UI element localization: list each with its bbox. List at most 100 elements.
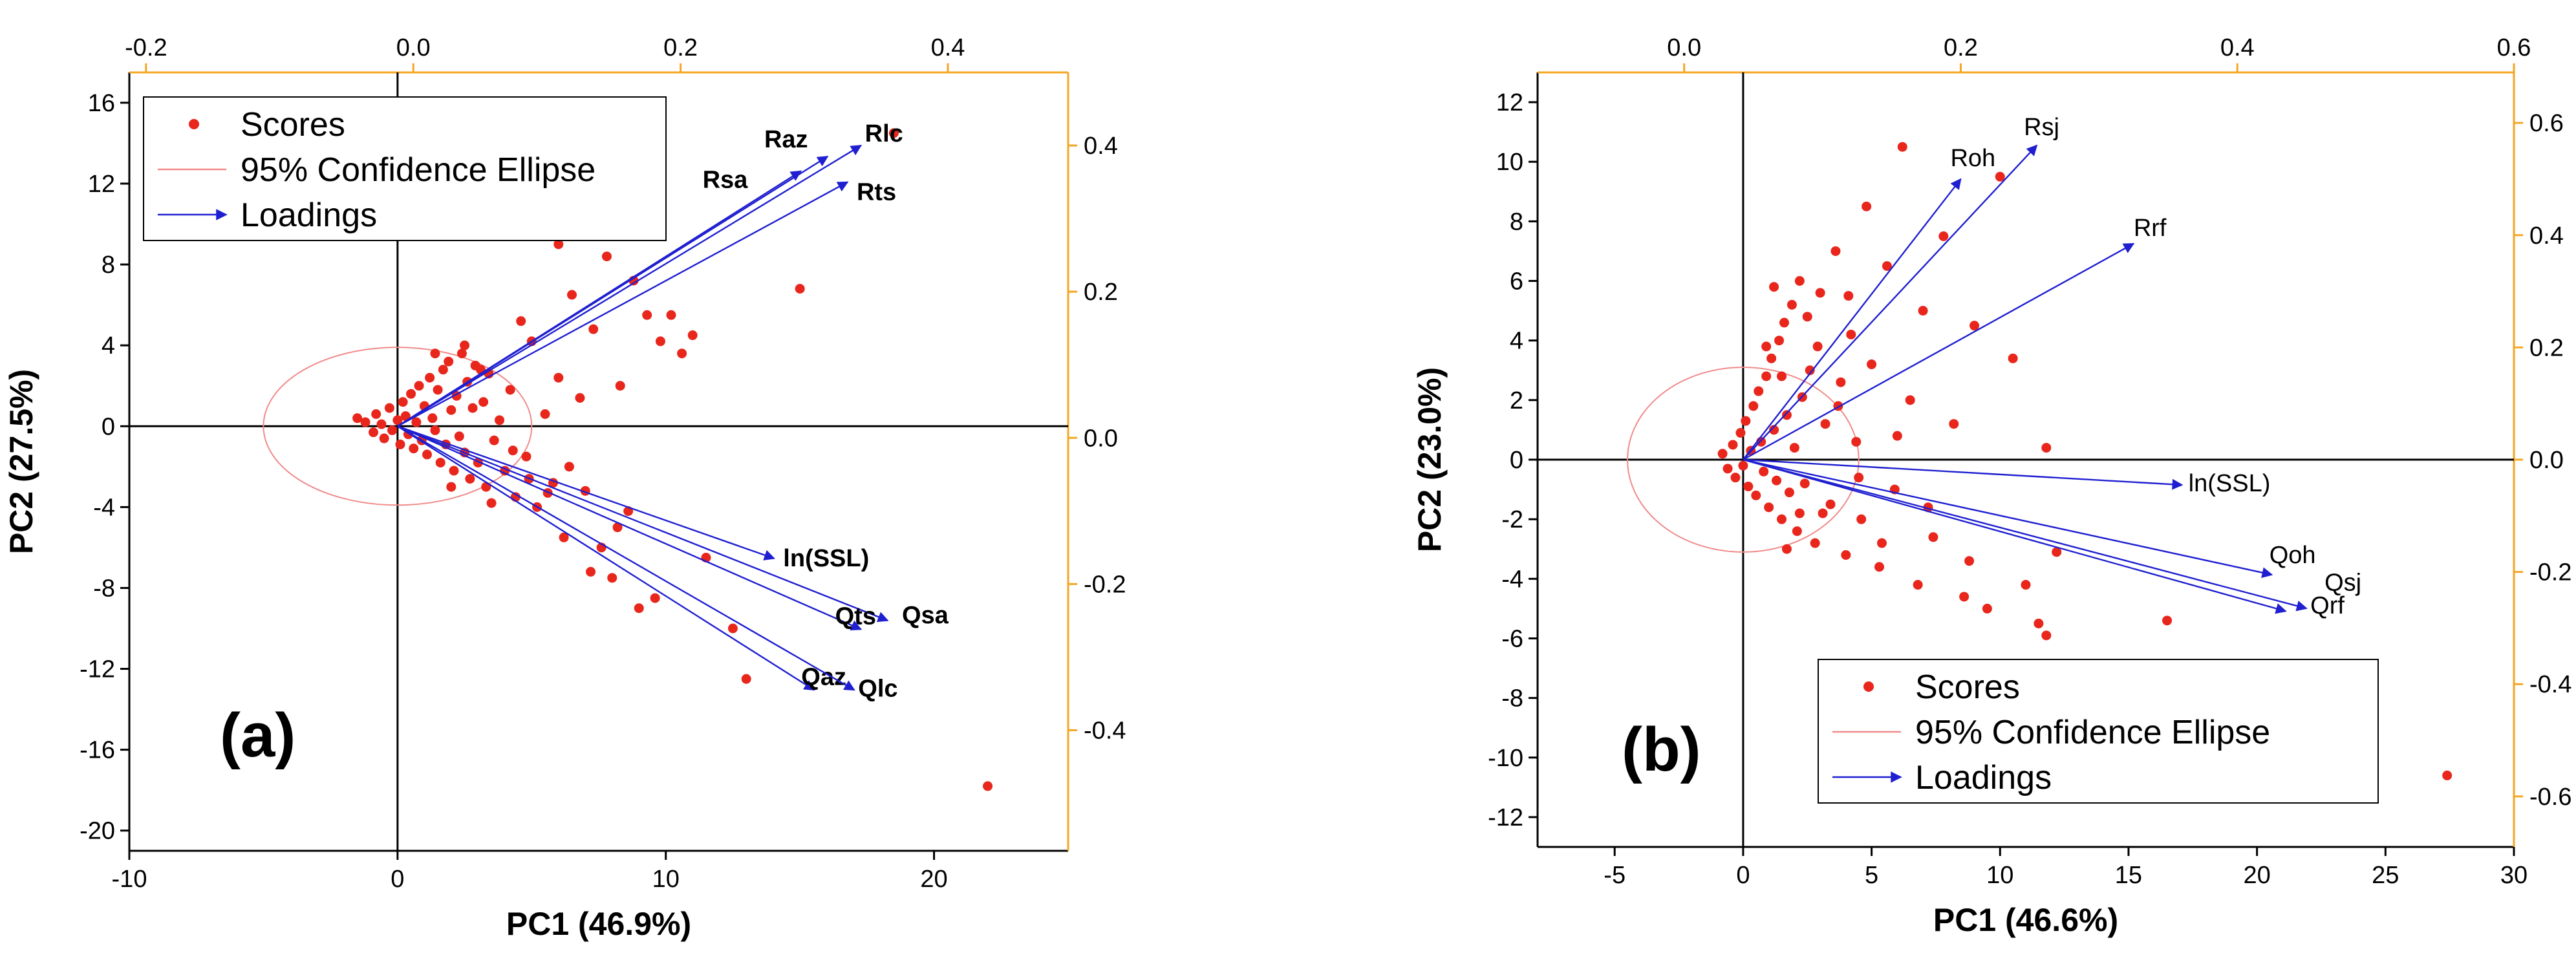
score-point bbox=[553, 239, 564, 250]
score-point bbox=[1777, 514, 1787, 524]
y-tick-label: 10 bbox=[1496, 149, 1523, 176]
loading-arrow-qoh bbox=[1743, 458, 2273, 578]
score-point bbox=[1728, 440, 1738, 450]
score-point bbox=[741, 674, 751, 684]
score-point bbox=[650, 593, 660, 603]
score-point bbox=[1876, 538, 1887, 548]
score-point bbox=[612, 522, 623, 533]
loading-arrow-rsj bbox=[1743, 144, 2038, 460]
score-point bbox=[1787, 299, 1797, 310]
score-point bbox=[1781, 410, 1792, 420]
score-point bbox=[1805, 365, 1815, 376]
score-point bbox=[435, 458, 445, 468]
x-tick-label: 25 bbox=[2372, 862, 2399, 889]
score-point bbox=[460, 340, 470, 350]
legend-loadings-label: Loadings bbox=[1915, 759, 2052, 796]
score-point bbox=[446, 482, 456, 492]
y-tick-label: 12 bbox=[88, 171, 115, 198]
score-point bbox=[1764, 502, 1774, 513]
score-point bbox=[489, 435, 499, 445]
top-tick-label: 0.4 bbox=[2220, 34, 2255, 61]
x-tick-label: 20 bbox=[2243, 862, 2270, 889]
loading-label-qaz: Qaz bbox=[801, 663, 846, 690]
loading-label-rts: Rts bbox=[857, 179, 896, 206]
score-point bbox=[1959, 592, 1970, 602]
score-point bbox=[395, 439, 405, 449]
score-point bbox=[1766, 353, 1777, 363]
score-point bbox=[1810, 538, 1820, 548]
score-point bbox=[2162, 615, 2173, 626]
loading-label-rsa: Rsa bbox=[703, 167, 749, 194]
score-point bbox=[1761, 341, 1772, 352]
x-tick-label: -10 bbox=[112, 866, 147, 893]
legend-scores-marker bbox=[189, 119, 199, 129]
right-tick-label: 0.2 bbox=[2529, 334, 2564, 361]
score-point bbox=[1836, 377, 1846, 387]
top-tick-label: 0.2 bbox=[663, 34, 698, 61]
y-tick-label: 4 bbox=[1510, 328, 1523, 355]
score-point bbox=[1856, 514, 1867, 524]
right-tick-label: -0.4 bbox=[1084, 717, 1126, 744]
score-point bbox=[1779, 317, 1789, 328]
score-point bbox=[540, 409, 550, 420]
loading-arrow-lnssl bbox=[397, 425, 775, 561]
loading-arrow-qsj bbox=[1743, 458, 2287, 614]
loading-arrow-rsa bbox=[397, 170, 802, 427]
y-tick-label: 0 bbox=[102, 413, 115, 440]
y-tick-label: 4 bbox=[102, 332, 115, 359]
y-tick-label: 0 bbox=[1510, 447, 1523, 474]
score-point bbox=[1748, 401, 1759, 411]
score-point bbox=[1769, 425, 1779, 435]
y-tick-label: -8 bbox=[1501, 685, 1523, 712]
y-tick-label: -20 bbox=[80, 818, 115, 845]
score-point bbox=[1743, 481, 1754, 491]
score-point bbox=[1751, 490, 1761, 500]
score-point bbox=[1970, 321, 1980, 331]
score-point bbox=[369, 427, 379, 438]
x-tick-label: 30 bbox=[2500, 862, 2528, 889]
score-point bbox=[376, 419, 387, 429]
score-point bbox=[1867, 359, 1877, 370]
score-point bbox=[1874, 562, 1884, 572]
top-tick-label: 0.0 bbox=[1667, 34, 1701, 61]
score-point bbox=[1802, 312, 1812, 322]
score-point bbox=[2052, 547, 2062, 557]
score-point bbox=[1723, 464, 1733, 474]
score-point bbox=[400, 411, 411, 422]
y-tick-label: 12 bbox=[1496, 89, 1523, 116]
y-tick-label: 2 bbox=[1510, 387, 1523, 414]
score-point bbox=[1818, 508, 1828, 518]
score-point bbox=[607, 573, 617, 583]
y-tick-label: 8 bbox=[102, 251, 115, 279]
score-point bbox=[1738, 460, 1748, 471]
score-point bbox=[1905, 395, 1915, 405]
score-point bbox=[409, 444, 419, 454]
score-point bbox=[465, 474, 475, 484]
score-point bbox=[1897, 142, 1907, 152]
loading-label-rrf: Rrf bbox=[2134, 215, 2167, 242]
legend-scores-label: Scores bbox=[241, 106, 345, 144]
score-point bbox=[2041, 630, 2052, 641]
loading-label-qts: Qts bbox=[835, 603, 876, 630]
score-point bbox=[888, 128, 899, 138]
score-point bbox=[575, 392, 585, 403]
y-tick-label: -4 bbox=[1501, 566, 1523, 593]
loading-label-qoh: Qoh bbox=[2270, 542, 2316, 569]
legend-box bbox=[1818, 659, 2379, 804]
loading-arrow-rts bbox=[397, 181, 849, 427]
x-tick-label: 20 bbox=[920, 866, 947, 893]
loading-label-rlc: Rlc bbox=[865, 120, 903, 147]
loading-label-qrf: Qrf bbox=[2310, 592, 2345, 619]
x-tick-label: 0 bbox=[1736, 862, 1750, 889]
score-point bbox=[634, 603, 644, 614]
score-point bbox=[795, 284, 805, 294]
score-point bbox=[2021, 580, 2031, 590]
score-point bbox=[486, 498, 497, 508]
score-point bbox=[1825, 499, 1836, 509]
score-point bbox=[1949, 419, 1959, 429]
loading-label-lnssl: ln(SSL) bbox=[2189, 470, 2271, 497]
legend-loadings-label: Loadings bbox=[241, 197, 377, 234]
score-point bbox=[430, 348, 440, 359]
panel-label: (a) bbox=[220, 701, 295, 770]
y-tick-label: 8 bbox=[1510, 208, 1523, 235]
